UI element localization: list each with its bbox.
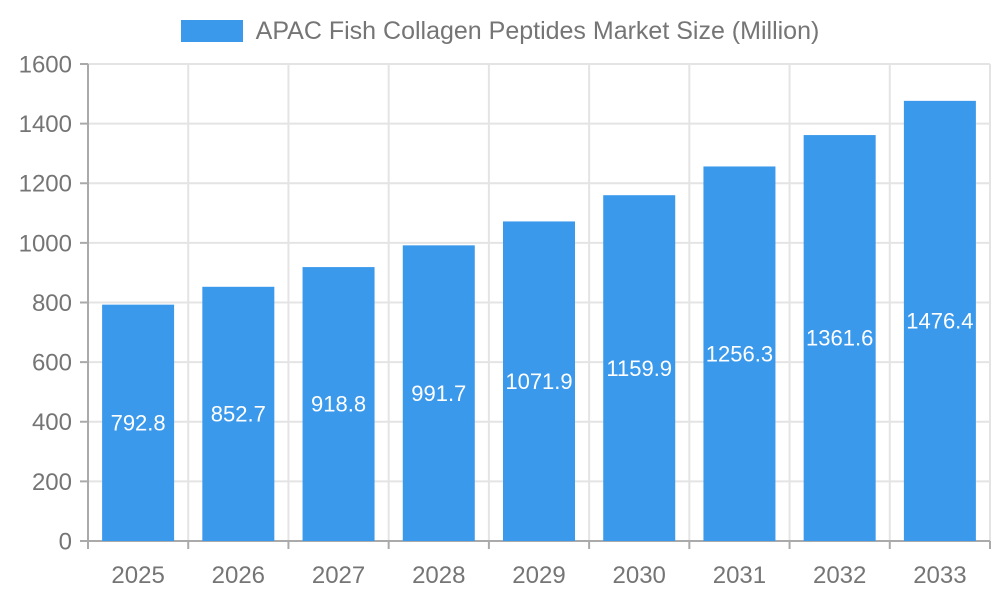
bar-value-label: 1159.9 — [606, 356, 672, 381]
bar-value-label: 1361.6 — [806, 326, 873, 351]
bar-value-label: 918.8 — [311, 392, 366, 417]
bar[interactable] — [302, 267, 375, 541]
bar[interactable] — [903, 100, 976, 541]
bar-value-label: 1071.9 — [505, 369, 572, 394]
x-tick-label: 2030 — [613, 562, 666, 589]
bar-value-label: 852.7 — [211, 402, 266, 427]
y-tick-label: 1200 — [19, 171, 72, 198]
legend-swatch-icon — [180, 20, 243, 42]
y-tick-label: 1400 — [19, 111, 72, 138]
y-tick-label: 200 — [32, 469, 72, 496]
x-tick-label: 2027 — [312, 562, 365, 589]
x-tick-label: 2029 — [512, 562, 565, 589]
bars-series — [102, 100, 976, 542]
bar[interactable] — [803, 135, 876, 541]
bar[interactable] — [402, 245, 475, 542]
y-tick-label: 600 — [32, 350, 72, 377]
x-tick-label: 2028 — [412, 562, 465, 589]
y-tick-label: 1000 — [19, 230, 72, 257]
x-tick-label: 2031 — [713, 562, 766, 589]
bar[interactable] — [202, 286, 275, 541]
y-tick-label: 800 — [32, 290, 72, 317]
bar-value-label: 792.8 — [111, 411, 166, 436]
y-tick-label: 0 — [59, 528, 72, 555]
y-tick-label: 400 — [32, 409, 72, 436]
x-tick-label: 2032 — [813, 562, 866, 589]
bar-value-label: 1256.3 — [706, 341, 773, 366]
x-tick-label: 2026 — [212, 562, 265, 589]
bar[interactable] — [503, 221, 575, 541]
x-tick-label: 2033 — [913, 562, 966, 589]
legend-item[interactable]: APAC Fish Collagen Peptides Market Size … — [0, 17, 1000, 45]
x-tick-label: 2025 — [111, 562, 164, 589]
bar[interactable] — [603, 195, 676, 541]
labels: 0 200 400 600 800 1000 1200 1400 1600 792.8 2025 85… — [19, 51, 974, 589]
bar[interactable] — [703, 166, 776, 541]
bar-value-label: 991.7 — [411, 381, 466, 406]
bar-value-label: 1476.4 — [906, 309, 973, 334]
legend-label: APAC Fish Collagen Peptides Market Size … — [255, 16, 820, 45]
bar[interactable] — [102, 304, 175, 541]
y-tick-label: 1600 — [19, 51, 72, 78]
